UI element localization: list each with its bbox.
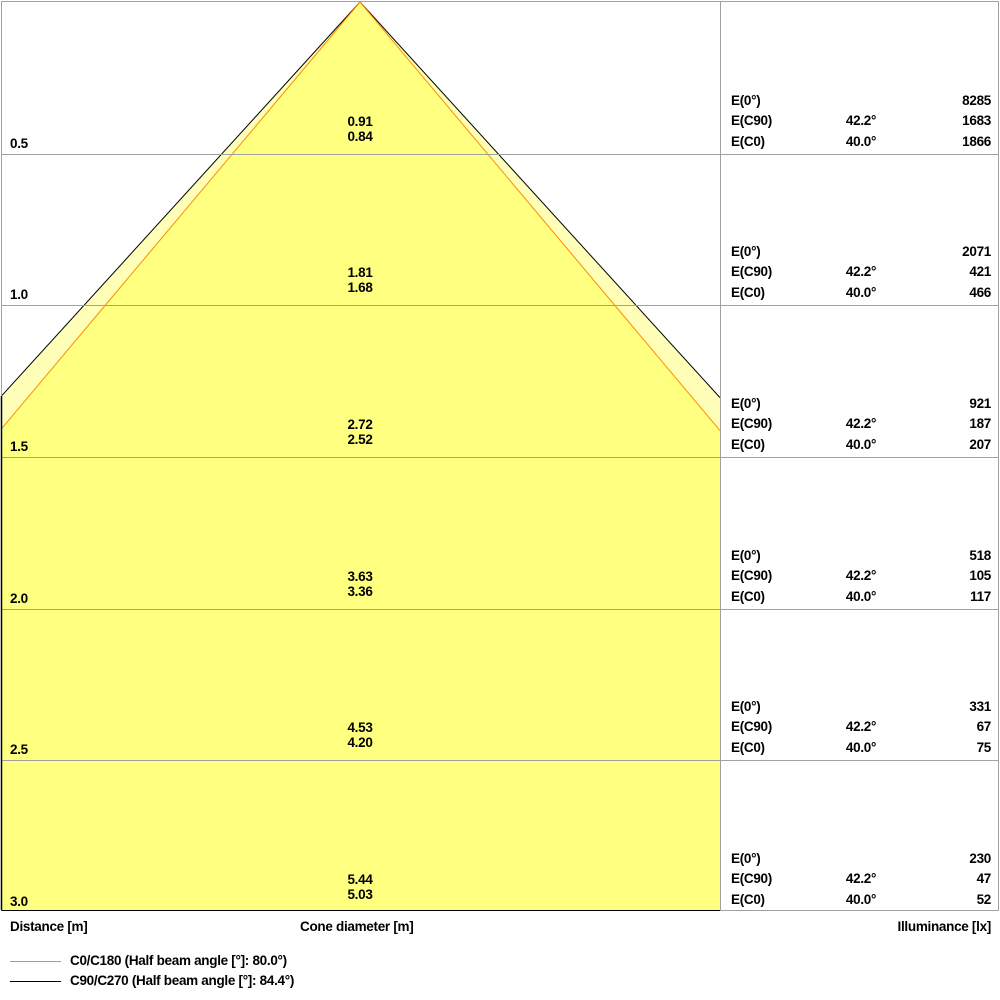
e0-label: E(0°) [731, 548, 761, 563]
ec90-value: 421 [969, 264, 991, 279]
cone-diameter-c90: 3.63 [347, 569, 373, 584]
cone-diameter-c0: 5.03 [347, 887, 373, 902]
ec0-value: 75 [976, 740, 992, 755]
ec0-label: E(C0) [731, 892, 765, 907]
ec0-angle: 40.0° [845, 589, 877, 604]
cone-diameter-c90: 0.91 [347, 114, 373, 129]
ec90-label: E(C90) [731, 719, 772, 734]
ec90-label: E(C90) [731, 871, 772, 886]
e0-label: E(0°) [731, 396, 761, 411]
e0-label: E(0°) [731, 851, 761, 866]
ec90-value: 67 [976, 719, 992, 734]
distance-label: 1.5 [10, 439, 28, 454]
ec90-value: 105 [969, 568, 991, 583]
e0-value: 518 [969, 548, 991, 563]
illuminance-axis-label: Illuminance [lx] [897, 919, 992, 934]
cone-diameter-c0: 4.20 [347, 735, 373, 750]
ec90-label: E(C90) [731, 264, 772, 279]
ec0-angle: 40.0° [845, 134, 877, 149]
cone-diameter-c0: 3.36 [347, 584, 373, 599]
ec0-angle: 40.0° [845, 437, 877, 452]
ec90-value: 1683 [962, 113, 991, 128]
distance-label: 3.0 [10, 894, 28, 909]
e0-value: 331 [969, 699, 991, 714]
ec0-value: 1866 [962, 134, 991, 149]
cone-diameter-c90: 2.72 [347, 417, 373, 432]
distance-label: 1.0 [10, 287, 28, 302]
ec90-angle: 42.2° [845, 264, 877, 279]
distance-label: 0.5 [10, 136, 28, 151]
legend-c0-label: C0/C180 (Half beam angle [°]: 80.0°) [70, 953, 287, 968]
ec90-label: E(C90) [731, 416, 772, 431]
ec0-label: E(C0) [731, 740, 765, 755]
c0-cone-left-edge [1, 1, 361, 429]
ec90-angle: 42.2° [845, 871, 877, 886]
distance-label: 2.5 [10, 742, 28, 757]
ec0-value: 207 [969, 437, 991, 452]
cone-diameter-c0: 1.68 [347, 280, 373, 295]
ec0-value: 117 [970, 589, 991, 604]
e0-label: E(0°) [731, 699, 761, 714]
ec0-label: E(C0) [731, 437, 765, 452]
ec0-label: E(C0) [731, 134, 765, 149]
cone-diameter-c0: 2.52 [347, 432, 373, 447]
ec90-angle: 42.2° [845, 416, 877, 431]
ec0-label: E(C0) [731, 285, 765, 300]
e0-value: 8285 [962, 93, 991, 108]
ec0-value: 52 [976, 892, 992, 907]
e0-value: 230 [969, 851, 991, 866]
ec0-angle: 40.0° [845, 892, 877, 907]
legend-c90-label: C90/C270 (Half beam angle [°]: 84.4°) [70, 973, 295, 988]
cone-diameter-c90: 5.44 [347, 872, 373, 887]
c90-cone-right-edge [359, 1, 721, 398]
ec90-angle: 42.2° [845, 568, 877, 583]
e0-label: E(0°) [731, 244, 761, 259]
ec0-label: E(C0) [731, 589, 765, 604]
cone-diagram [0, 1, 999, 911]
ec0-value: 466 [969, 285, 991, 300]
cone-diameter-c90: 4.53 [347, 720, 373, 735]
ec90-value: 187 [969, 416, 991, 431]
e0-value: 2071 [962, 244, 991, 259]
ec90-label: E(C90) [731, 568, 772, 583]
ec90-label: E(C90) [731, 113, 772, 128]
legend-c0-line [10, 961, 61, 962]
cone-diameter-c0: 0.84 [347, 129, 373, 144]
ec90-value: 47 [976, 871, 992, 886]
distance-axis-label: Distance [m] [10, 919, 88, 934]
c90-cone-left-edge [1, 1, 361, 396]
e0-value: 921 [969, 396, 991, 411]
legend-c90-line [10, 981, 61, 982]
c0-cone-fill [2, 2, 720, 910]
ec90-angle: 42.2° [845, 113, 877, 128]
ec0-angle: 40.0° [845, 740, 877, 755]
distance-label: 2.0 [10, 591, 28, 606]
c0-cone-right-edge [359, 1, 721, 431]
ec0-angle: 40.0° [845, 285, 877, 300]
e0-label: E(0°) [731, 93, 761, 108]
cone-diameter-axis-label: Cone diameter [m] [300, 919, 414, 934]
ec90-angle: 42.2° [845, 719, 877, 734]
cone-diameter-c90: 1.81 [347, 265, 373, 280]
